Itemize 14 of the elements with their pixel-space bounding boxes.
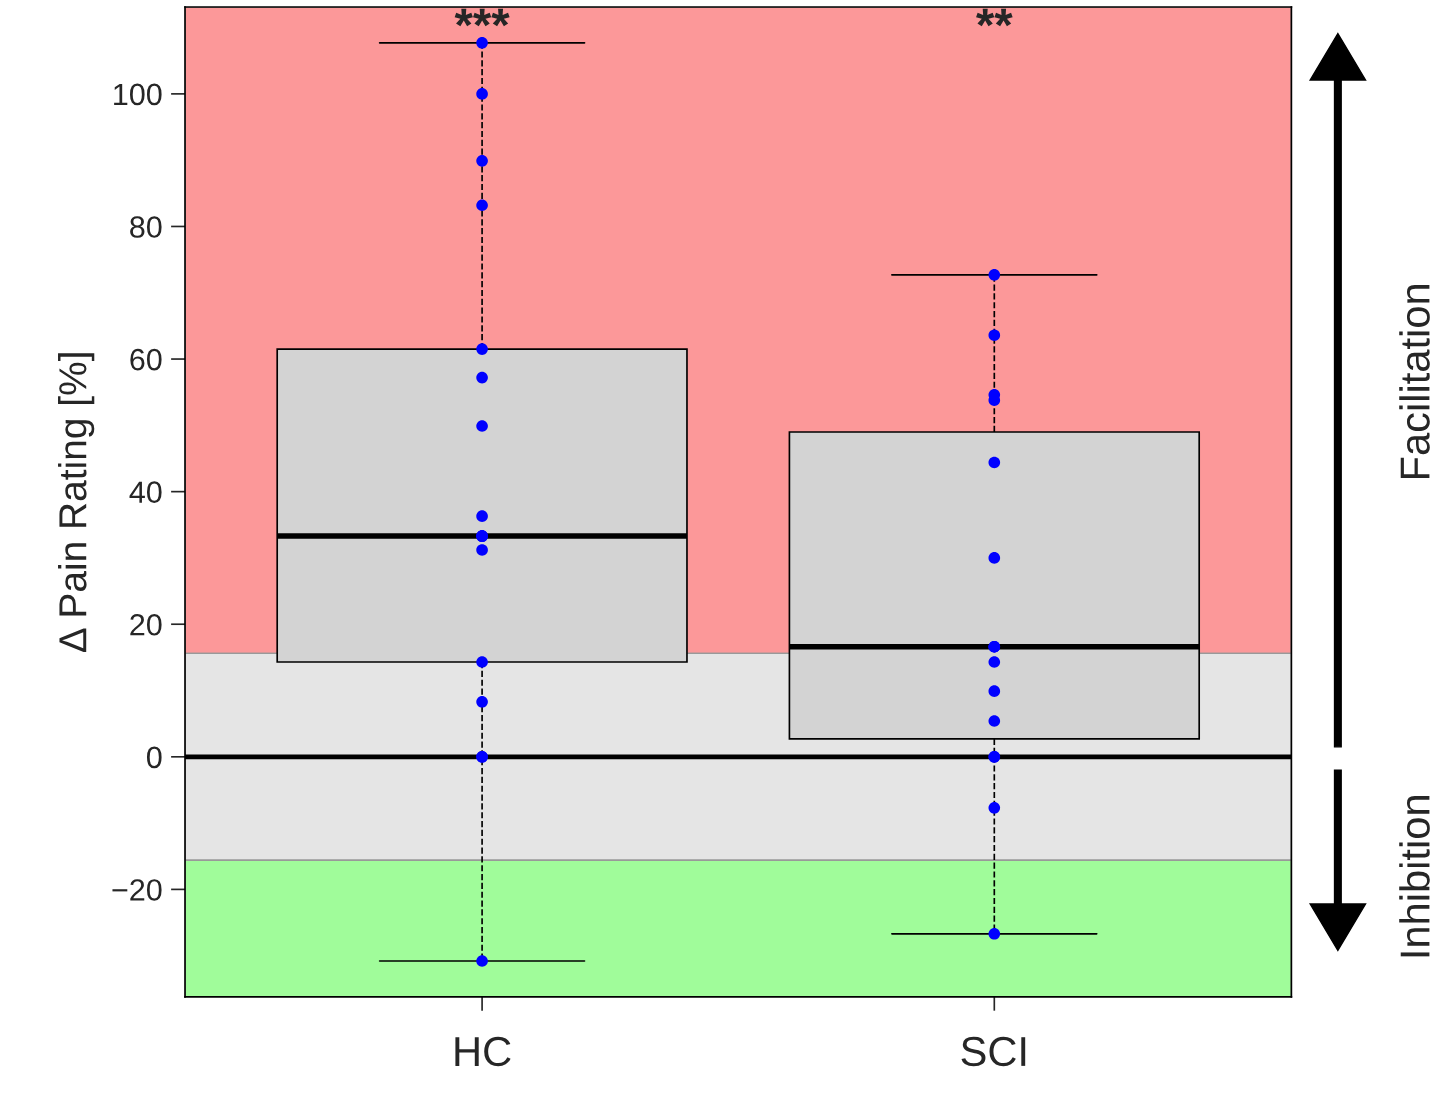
text: Facilitation: [1399, 285, 1430, 479]
y-tick-label: 0: [146, 746, 162, 769]
y-tick-label: 80: [130, 216, 162, 238]
annotation: ***: [454, 8, 510, 27]
annotation: **: [976, 8, 1013, 27]
text: Inhibition: [1399, 796, 1430, 957]
y-axis-title: Δ Pain Rating [%]: [58, 353, 95, 653]
y-tick-label: 60: [130, 348, 162, 371]
x-tick-label: SCI: [961, 1036, 1026, 1067]
y-tick-label: 100: [114, 83, 162, 106]
y-tick-label: −20: [112, 879, 162, 901]
y-tick-label: 40: [129, 481, 162, 504]
y-tick-label: 20: [130, 613, 162, 636]
x-tick-label: HC: [455, 1036, 511, 1067]
